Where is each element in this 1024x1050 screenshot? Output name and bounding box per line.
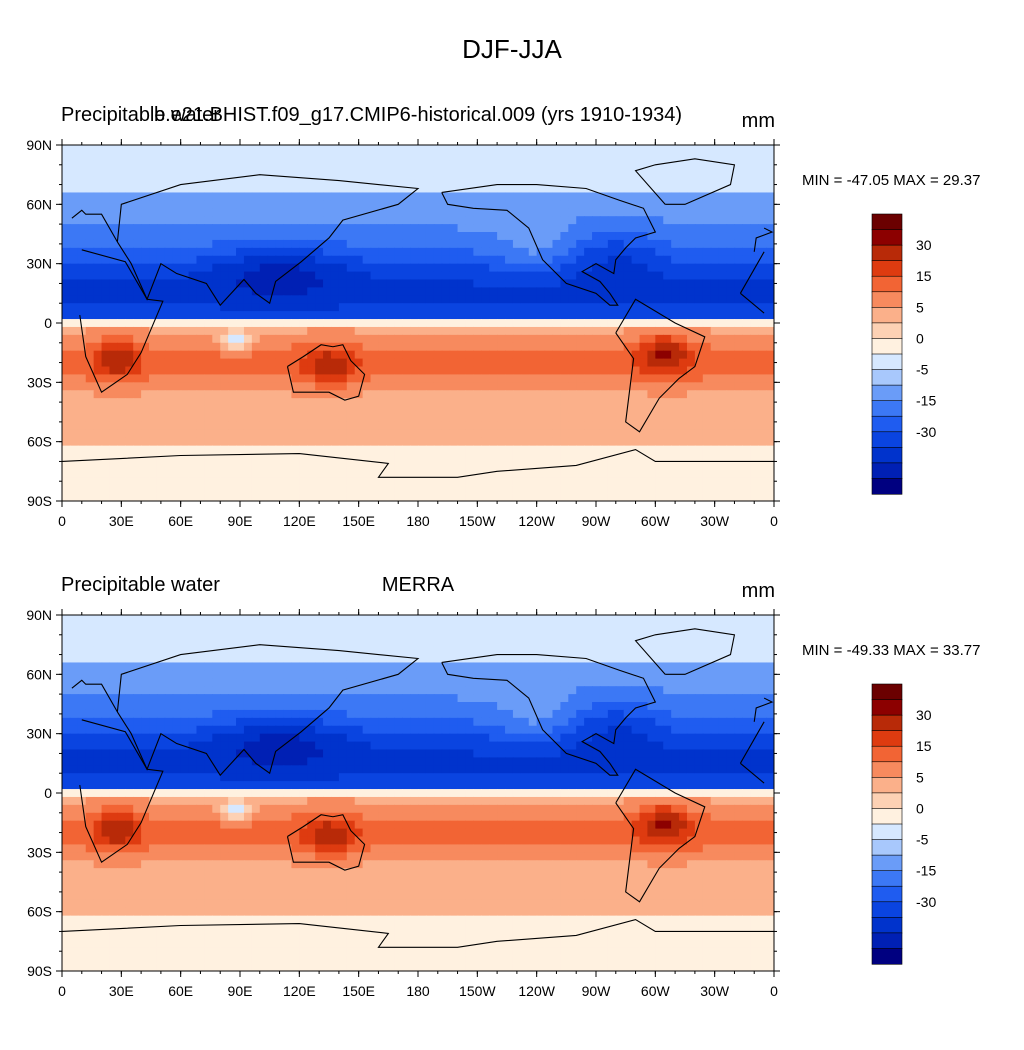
colorbar-box [872, 478, 902, 494]
colorbar-box [872, 323, 902, 339]
colorbar-box [872, 214, 902, 230]
colorbar-label: 15 [916, 268, 932, 284]
lat-label: 60N [26, 196, 52, 212]
colorbar-box [872, 902, 902, 918]
colorbar-box [872, 432, 902, 448]
lat-label: 90S [27, 963, 52, 979]
colorbar-box [872, 385, 902, 401]
colorbar-box [872, 463, 902, 479]
lon-label: 30E [109, 513, 134, 529]
lon-label: 0 [770, 983, 778, 999]
colorbar-box [872, 793, 902, 809]
lon-label: 180 [406, 513, 430, 529]
colorbar-box [872, 762, 902, 778]
lon-label: 0 [770, 513, 778, 529]
lon-label: 90W [582, 983, 612, 999]
lat-label: 90N [26, 137, 52, 153]
map-panel-bottom: Precipitable water MERRA mm MIN = -49.33… [0, 570, 1024, 1050]
lon-label: 90E [228, 983, 253, 999]
colorbar-label: -15 [916, 393, 936, 409]
colorbar-box [872, 261, 902, 277]
lon-label: 150W [459, 513, 496, 529]
colorbar-box [872, 416, 902, 432]
map-svg: 90N 60N 30N 0 30S 60S 90S 0 30E 60E 90E 120E 150E 180… [0, 570, 1024, 1050]
colorbar-box [872, 230, 902, 246]
colorbar-box [872, 777, 902, 793]
map-svg: 90N 60N 30N 0 30S 60S 90S 0 30E 60E 90E 120E 150E 180… [0, 100, 1024, 580]
lon-label: 120W [518, 983, 555, 999]
colorbar-box [872, 824, 902, 840]
lon-label: 120W [518, 513, 555, 529]
colorbar-label: 5 [916, 299, 924, 315]
colorbar-label: 15 [916, 738, 932, 754]
colorbar-box [872, 684, 902, 700]
lon-label: 60E [168, 513, 193, 529]
lat-label: 90N [26, 607, 52, 623]
colorbar-box [872, 370, 902, 386]
lon-label: 120E [283, 983, 316, 999]
lon-label: 30W [700, 513, 730, 529]
lat-label: 60S [27, 434, 52, 450]
lon-label: 180 [406, 983, 430, 999]
lat-label: 0 [44, 315, 52, 331]
colorbar-label: -30 [916, 894, 936, 910]
colorbar-box [872, 307, 902, 323]
contour-field [62, 145, 775, 502]
colorbar-label: 5 [916, 769, 924, 785]
lat-label: 30N [26, 726, 52, 742]
map-panel-top: Precipitable water b.e21.BHIST.f09_g17.C… [0, 100, 1024, 580]
colorbar: 30 15 5 0 -5 -15 -30 [872, 214, 936, 494]
colorbar-box [872, 808, 902, 824]
lon-label: 120E [283, 513, 316, 529]
lon-label: 0 [58, 983, 66, 999]
colorbar-box [872, 401, 902, 417]
colorbar-label: -5 [916, 832, 929, 848]
colorbar-box [872, 871, 902, 887]
lat-label: 60S [27, 904, 52, 920]
colorbar-box [872, 715, 902, 731]
colorbar-box [872, 746, 902, 762]
colorbar-box [872, 700, 902, 716]
lat-label: 90S [27, 493, 52, 509]
lon-label: 30W [700, 983, 730, 999]
lat-label: 60N [26, 666, 52, 682]
colorbar-label: -15 [916, 863, 936, 879]
contour-field [62, 615, 775, 972]
figure-title: DJF-JJA [0, 34, 1024, 65]
lon-label: 30E [109, 983, 134, 999]
colorbar-label: -5 [916, 362, 929, 378]
lon-label: 0 [58, 513, 66, 529]
lon-label: 90E [228, 513, 253, 529]
colorbar-box [872, 447, 902, 463]
colorbar-label: 30 [916, 707, 932, 723]
lat-label: 30N [26, 256, 52, 272]
colorbar-label: -30 [916, 424, 936, 440]
lon-label: 150W [459, 983, 496, 999]
colorbar-box [872, 245, 902, 261]
lat-label: 30S [27, 844, 52, 860]
colorbar-label: 30 [916, 237, 932, 253]
colorbar-box [872, 948, 902, 964]
colorbar-box [872, 354, 902, 370]
colorbar-box [872, 933, 902, 949]
colorbar-label: 0 [916, 800, 924, 816]
lon-label: 60E [168, 983, 193, 999]
colorbar-box [872, 840, 902, 856]
lat-label: 30S [27, 374, 52, 390]
lon-label: 60W [641, 983, 671, 999]
colorbar-box [872, 276, 902, 292]
colorbar-box [872, 731, 902, 747]
colorbar-box [872, 292, 902, 308]
colorbar-box [872, 886, 902, 902]
lat-label: 0 [44, 785, 52, 801]
lon-label: 90W [582, 513, 612, 529]
lon-label: 150E [342, 983, 375, 999]
colorbar-box [872, 338, 902, 354]
lon-label: 60W [641, 513, 671, 529]
colorbar-label: 0 [916, 330, 924, 346]
lon-label: 150E [342, 513, 375, 529]
colorbar-box [872, 917, 902, 933]
colorbar: 30 15 5 0 -5 -15 -30 [872, 684, 936, 964]
colorbar-box [872, 855, 902, 871]
